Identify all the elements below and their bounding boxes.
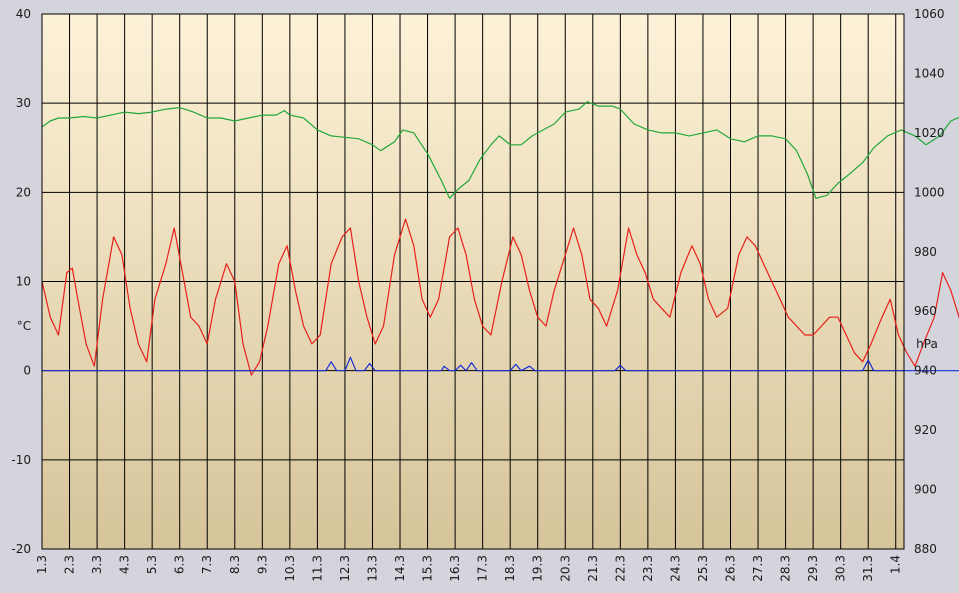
x-tick-label: 25.3 (696, 555, 710, 582)
x-tick-label: 11.3 (310, 555, 324, 582)
x-tick-label: 29.3 (806, 555, 820, 582)
x-tick-label: 3.3 (90, 555, 104, 574)
left-tick-label: 40 (16, 7, 31, 21)
right-tick-label: 1000 (914, 185, 945, 199)
x-tick-label: 1.3 (35, 555, 49, 574)
right-tick-label: 900 (914, 483, 937, 497)
x-tick-label: 8.3 (228, 555, 242, 574)
right-axis: 1060 1040 1020 1000 980 960 940 920 900 880 (914, 7, 945, 556)
x-tick-label: 15.3 (421, 555, 435, 582)
right-axis-unit: hPa (916, 337, 938, 351)
x-tick-label: 30.3 (834, 555, 848, 582)
left-tick-label: 30 (16, 96, 31, 110)
left-axis: 40 30 20 10 0 -10 -20 (11, 7, 31, 556)
right-tick-label: 980 (914, 245, 937, 259)
series-line-1 (41, 218, 959, 376)
left-tick-label: 20 (16, 185, 31, 199)
x-tick-label: 10.3 (283, 555, 297, 582)
x-tick-label: 17.3 (476, 555, 490, 582)
series-line-0 (41, 101, 959, 199)
right-tick-label: 1060 (914, 7, 945, 21)
series-line-2 (42, 356, 959, 372)
x-tick-label: 27.3 (751, 555, 765, 582)
x-tick-label: 13.3 (365, 555, 379, 582)
x-tick-label: 19.3 (531, 555, 545, 582)
left-tick-label: -10 (11, 453, 31, 467)
right-tick-label: 960 (914, 304, 937, 318)
left-tick-label: -20 (11, 542, 31, 556)
x-tick-label: 4.3 (118, 555, 132, 574)
x-tick-label: 5.3 (145, 555, 159, 574)
x-tick-label: 28.3 (779, 555, 793, 582)
x-tick-label: 12.3 (338, 555, 352, 582)
x-tick-label: 9.3 (255, 555, 269, 574)
right-tick-label: 1040 (914, 66, 945, 80)
right-tick-label: 940 (914, 364, 937, 378)
x-tick-label: 22.3 (613, 555, 627, 582)
x-tick-label: 16.3 (448, 555, 462, 582)
x-tick-label: 26.3 (723, 555, 737, 582)
x-tick-label: 23.3 (641, 555, 655, 582)
x-axis: 1.3 2.3 3.3 4.3 5.3 6.3 7.3 8.3 9.3 10.3 11.3 12.3 1… (35, 555, 903, 582)
x-tick-label: 20.3 (558, 555, 572, 582)
x-tick-label: 24.3 (668, 555, 682, 582)
x-tick-label: 6.3 (173, 555, 187, 574)
x-tick-label: 1.4 (889, 555, 903, 574)
x-tick-label: 31.3 (861, 555, 875, 582)
right-tick-label: 1020 (914, 126, 945, 140)
series-layer (41, 101, 959, 376)
right-tick-label: 880 (914, 542, 937, 556)
plot-border (41, 13, 905, 550)
left-tick-label: 0 (23, 364, 31, 378)
x-tick-label: 21.3 (586, 555, 600, 582)
right-tick-label: 920 (914, 423, 937, 437)
x-tick-label: 14.3 (393, 555, 407, 582)
x-tick-label: 18.3 (503, 555, 517, 582)
x-tick-label: 2.3 (63, 555, 77, 574)
x-tick-label: 7.3 (200, 555, 214, 574)
left-axis-unit: °C (17, 319, 31, 333)
gridlines (41, 13, 904, 550)
left-tick-label: 10 (16, 275, 31, 289)
